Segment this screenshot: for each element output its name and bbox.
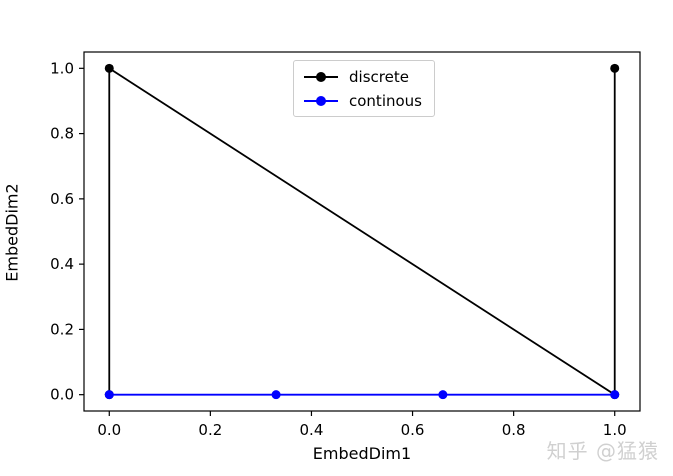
data-point-discrete	[104, 63, 114, 73]
legend-marker-discrete-icon	[304, 66, 338, 87]
x-tick-label: 1.0	[603, 421, 627, 439]
watermark: 知乎 @猛猿	[546, 439, 659, 463]
y-tick-label: 0.0	[50, 386, 74, 404]
legend: discrete continous	[293, 60, 435, 117]
data-point-continous	[271, 390, 281, 400]
series-line-discrete	[108, 66, 616, 397]
x-tick-label: 0.0	[97, 421, 121, 439]
y-tick-label: 0.4	[50, 255, 74, 273]
x-tick-label: 0.8	[502, 421, 526, 439]
y-tick-label: 0.6	[50, 190, 74, 208]
y-tick-label: 1.0	[50, 59, 74, 77]
y-tick-label: 0.2	[50, 320, 74, 338]
y-tick-label: 0.8	[50, 125, 74, 143]
legend-item-continous: continous	[304, 90, 422, 111]
data-point-discrete	[610, 63, 620, 73]
x-tick-label: 0.4	[300, 421, 324, 439]
data-point-continous	[104, 390, 114, 400]
legend-label-discrete: discrete	[349, 67, 409, 86]
legend-label-continous: continous	[349, 91, 422, 110]
legend-item-discrete: discrete	[304, 66, 422, 87]
x-tick-label: 0.2	[198, 421, 222, 439]
legend-marker-continous-icon	[304, 90, 338, 111]
x-axis-title: EmbedDim1	[312, 444, 412, 463]
y-axis-title: EmbedDim2	[2, 183, 22, 282]
axes-frame	[83, 51, 641, 412]
x-tick-label: 0.6	[401, 421, 425, 439]
data-point-continous	[438, 390, 448, 400]
data-point-continous	[610, 390, 620, 400]
